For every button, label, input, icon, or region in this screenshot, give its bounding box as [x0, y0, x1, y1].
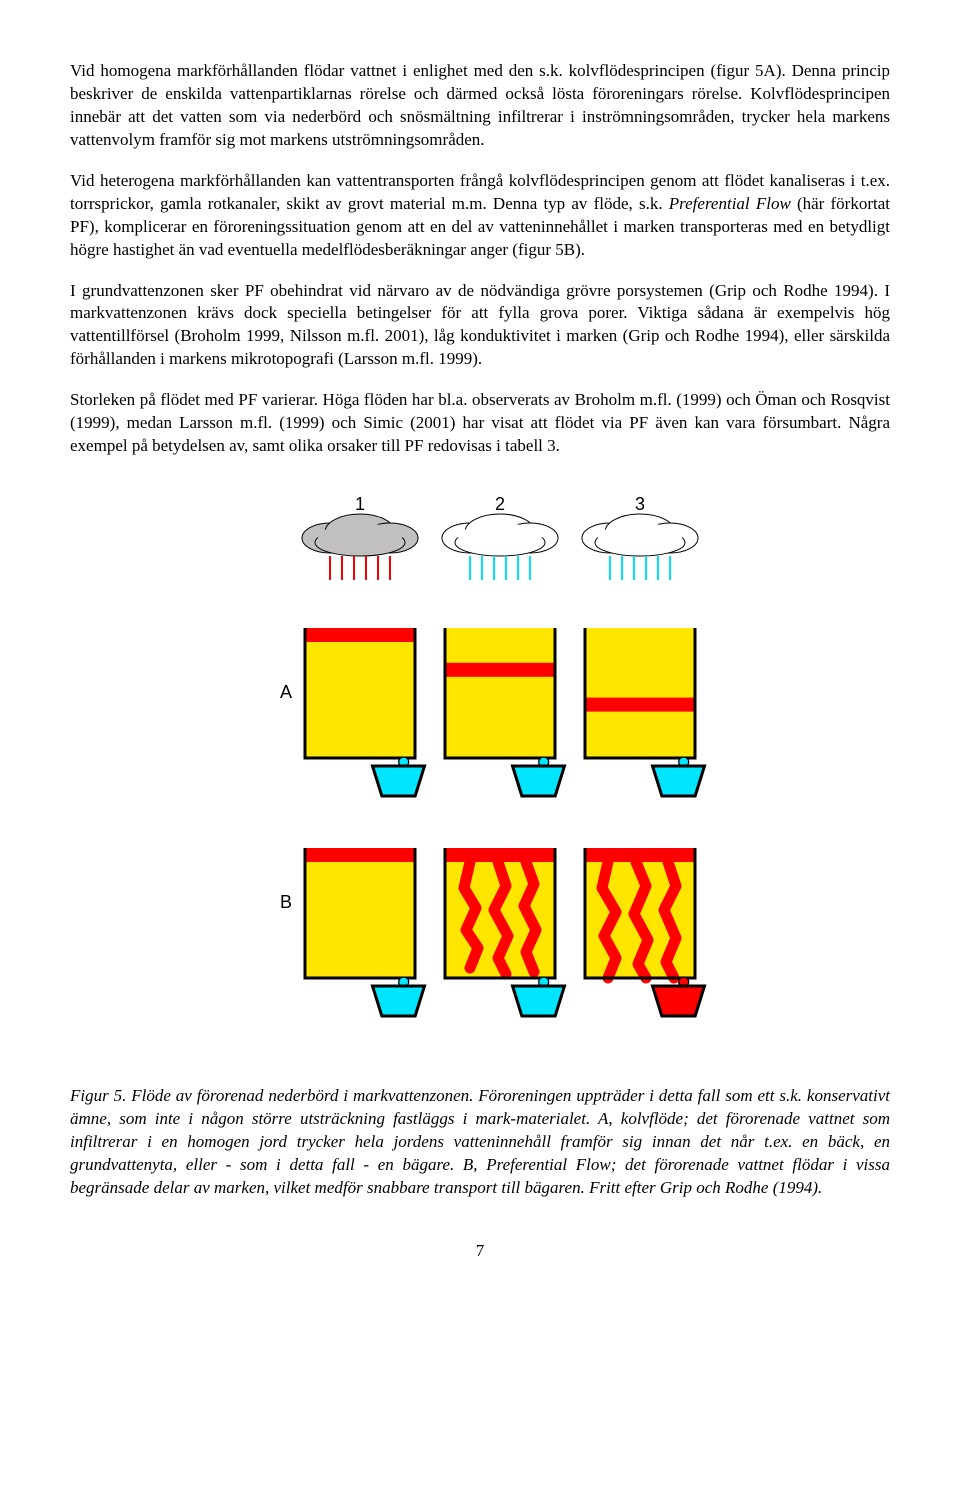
figure-5-svg: 1 2 3 A B — [220, 488, 740, 1048]
figure-5-caption: Figur 5. Flöde av förorenad nederbörd i … — [70, 1085, 890, 1200]
svg-text:1: 1 — [355, 494, 365, 514]
p2-term: Preferential Flow — [669, 194, 791, 213]
svg-text:2: 2 — [495, 494, 505, 514]
svg-text:A: A — [280, 682, 292, 702]
paragraph-3: I grundvattenzonen sker PF obehindrat vi… — [70, 280, 890, 372]
paragraph-4: Storleken på flödet med PF varierar. Hög… — [70, 389, 890, 458]
paragraph-2: Vid heterogena markförhållanden kan vatt… — [70, 170, 890, 262]
paragraph-1: Vid homogena markförhållanden flödar vat… — [70, 60, 890, 152]
svg-text:B: B — [280, 892, 292, 912]
svg-text:3: 3 — [635, 494, 645, 514]
page-number: 7 — [70, 1240, 890, 1263]
figure-5: 1 2 3 A B — [70, 488, 890, 1055]
